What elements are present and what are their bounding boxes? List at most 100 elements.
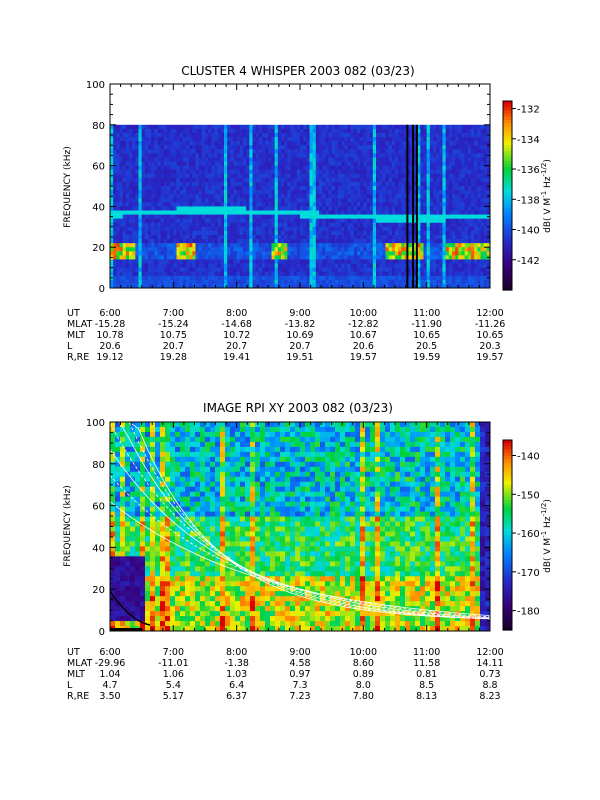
spectrogram-cell [170, 206, 174, 211]
spectrogram-cell [284, 234, 288, 240]
spectrogram-cell [110, 239, 114, 244]
spectrogram-cell [464, 132, 469, 138]
spectrogram-cell [246, 165, 250, 171]
spectrogram-cell [141, 214, 146, 220]
spectrogram-cell [442, 206, 447, 211]
spectrogram-cell [350, 255, 355, 260]
spectrogram-cell [179, 271, 184, 277]
spectrogram-cell [439, 141, 443, 146]
spectrogram-cell [439, 124, 443, 130]
spectrogram-cell [293, 186, 298, 191]
spectrogram-cell [119, 263, 124, 268]
spectrogram-cell [144, 230, 149, 236]
spectrogram-cell [363, 198, 367, 203]
spectrogram-cell [474, 141, 478, 146]
spectrogram-cell [429, 177, 434, 183]
spectrogram-cell [211, 255, 215, 260]
spectrogram-cell [176, 279, 181, 285]
spectrogram-cell [186, 149, 190, 154]
spectrogram-cell [255, 157, 260, 162]
spectrogram-cell [284, 141, 288, 146]
spectrogram-cell [217, 194, 222, 199]
spectrogram-cell [233, 275, 238, 281]
spectrogram-cell [369, 251, 374, 256]
spectrogram-cell [372, 141, 377, 146]
spectrogram-cell [236, 275, 241, 281]
spectrogram-cell [331, 239, 336, 244]
spectrogram-cell [382, 132, 386, 138]
spectrogram-cell [423, 214, 428, 220]
spectrogram-cell [110, 181, 114, 187]
spectrogram-cell [246, 271, 250, 277]
spectrogram-cell [353, 186, 358, 191]
spectrogram-cell [357, 271, 361, 277]
spectrogram-cell [350, 214, 355, 220]
spectrogram-cell [338, 234, 342, 240]
spectrogram-cell [452, 251, 456, 256]
spectrogram-cell [407, 271, 412, 277]
spectrogram-cell [448, 214, 453, 220]
spectrogram-cell [455, 198, 459, 203]
spectrogram-cell [471, 210, 475, 215]
spectrogram-cell [198, 198, 203, 203]
spectrogram-cell [141, 206, 146, 211]
spectrogram-cell [198, 186, 203, 191]
spectrogram-cell [357, 165, 361, 171]
spectrogram-cell [179, 128, 184, 134]
spectrogram-cell [344, 137, 348, 142]
spectrogram-cell [287, 124, 291, 130]
spectrogram-cell [483, 234, 488, 240]
spectrogram-cell [448, 275, 453, 281]
spectrogram-cell [300, 145, 304, 150]
spectrogram-cell [360, 145, 364, 150]
spectrogram-cell [369, 181, 374, 187]
spectrogram-cell [179, 132, 184, 138]
spectrogram-cell [414, 279, 418, 285]
spectrogram-cell [309, 259, 314, 264]
spectrogram-cell [414, 177, 418, 183]
spectrogram-cell [417, 206, 421, 211]
spectrogram-cell [214, 255, 219, 260]
spectrogram-cell [464, 234, 469, 240]
spectrogram-cell [391, 124, 396, 130]
spectrogram-cell [458, 169, 462, 175]
spectrogram-cell [319, 230, 323, 236]
spectrogram-cell [132, 222, 136, 228]
spectrogram-cell [211, 279, 215, 285]
spectrogram-cell [420, 267, 424, 273]
spectrogram-cell [388, 202, 393, 207]
spectrogram-cell [163, 210, 168, 215]
spectrogram-cell [379, 161, 383, 166]
spectrogram-cell [198, 124, 203, 130]
spectrogram-cell [129, 247, 133, 252]
spectrogram-cell [192, 267, 196, 273]
spectrogram-cell [135, 198, 139, 203]
spectrogram-cell [429, 271, 434, 277]
spectrogram-cell [141, 141, 146, 146]
spectrogram-cell [445, 226, 450, 232]
spectrogram-cell [195, 124, 200, 130]
spectrogram-cell [407, 153, 412, 158]
spectrogram-cell [312, 173, 317, 179]
spectrogram-cell [281, 214, 285, 220]
spectrogram-cell [211, 222, 215, 228]
spectrogram-cell [300, 259, 304, 264]
spectrogram-cell [461, 230, 466, 236]
spectrogram-cell [255, 239, 260, 244]
spectrogram-cell [312, 141, 317, 146]
spectrogram-cell [182, 251, 187, 256]
spectrogram-cell [249, 226, 253, 232]
spectrogram-cell [160, 124, 165, 130]
spectrogram-cell [436, 239, 440, 244]
spectrogram-cell [417, 137, 421, 142]
spectrogram-cell [262, 247, 266, 252]
spectrogram-cell [125, 137, 130, 142]
spectrogram-cell [360, 157, 364, 162]
spectrogram-cell [315, 271, 320, 277]
spectrogram-cell [300, 141, 304, 146]
spectrogram-cell [322, 214, 326, 220]
spectrogram-cell [148, 271, 152, 277]
spectrogram-cell [252, 132, 257, 138]
spectrogram-cell [379, 259, 383, 264]
spectrogram-cell [395, 247, 399, 252]
